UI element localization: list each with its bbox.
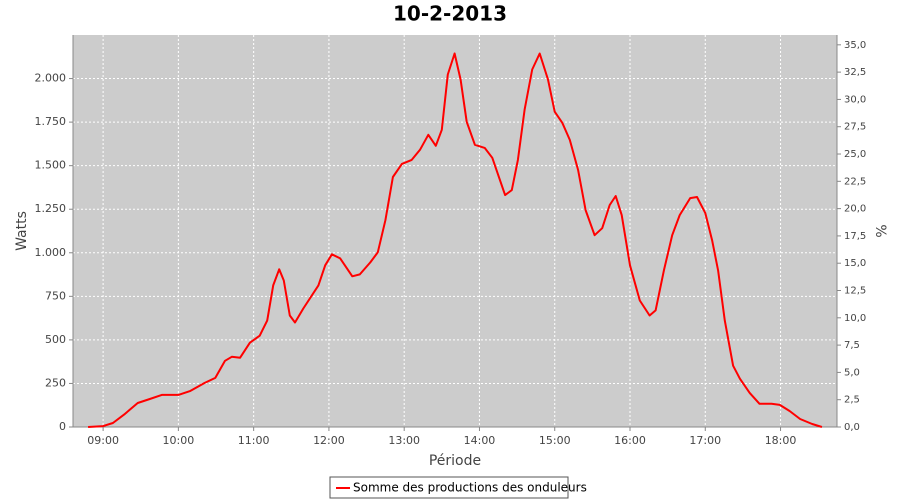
y-tick-label: 0 [59,420,66,433]
y-tick-label: 1.500 [35,159,67,172]
x-axis-label: Période [429,453,481,469]
x-tick-label: 16:00 [614,434,646,447]
y2-tick-label: 35,0 [844,40,866,51]
y-tick-label: 750 [45,289,66,302]
x-tick-label: 12:00 [313,434,345,447]
y2-tick-label: 7,5 [844,340,860,351]
x-tick-label: 14:00 [464,434,496,447]
plot-area [73,35,837,427]
y-axis-label: Watts [14,211,30,251]
y2-tick-label: 15,0 [844,258,866,269]
y2-tick-label: 5,0 [844,367,860,378]
y2-tick-label: 30,0 [844,94,866,105]
x-tick-label: 18:00 [765,434,797,447]
y2-tick-label: 25,0 [844,149,866,160]
y2-tick-label: 12,5 [844,286,866,297]
x-tick-label: 13:00 [388,434,420,447]
y2-tick-label: 32,5 [844,67,866,78]
y2-axis-label: % [872,224,888,237]
y-tick-label: 2.000 [35,72,67,85]
x-tick-label: 10:00 [163,434,195,447]
y2-tick-label: 27,5 [844,122,866,133]
y2-tick-label: 17,5 [844,231,866,242]
y-tick-label: 250 [45,376,66,389]
y2-tick-label: 22,5 [844,176,866,187]
x-tick-label: 11:00 [238,434,270,447]
y-tick-label: 1.000 [35,246,67,259]
y-tick-label: 1.750 [35,115,67,128]
y-tick-label: 500 [45,333,66,346]
y-tick-label: 1.250 [35,202,67,215]
series-line [88,52,823,428]
legend-box [329,476,569,499]
y2-tick-label: 20,0 [844,204,866,215]
y2-tick-label: 0,0 [844,422,860,433]
legend-label: Somme des productions des onduleurs [353,481,587,495]
chart-title: 10-2-2013 [393,2,507,26]
x-tick-label: 15:00 [539,434,571,447]
x-tick-label: 17:00 [689,434,721,447]
y2-tick-label: 2,5 [844,395,860,406]
x-tick-label: 09:00 [87,434,119,447]
legend: Somme des productions des onduleurs [329,476,587,499]
y2-tick-label: 10,0 [844,313,866,324]
